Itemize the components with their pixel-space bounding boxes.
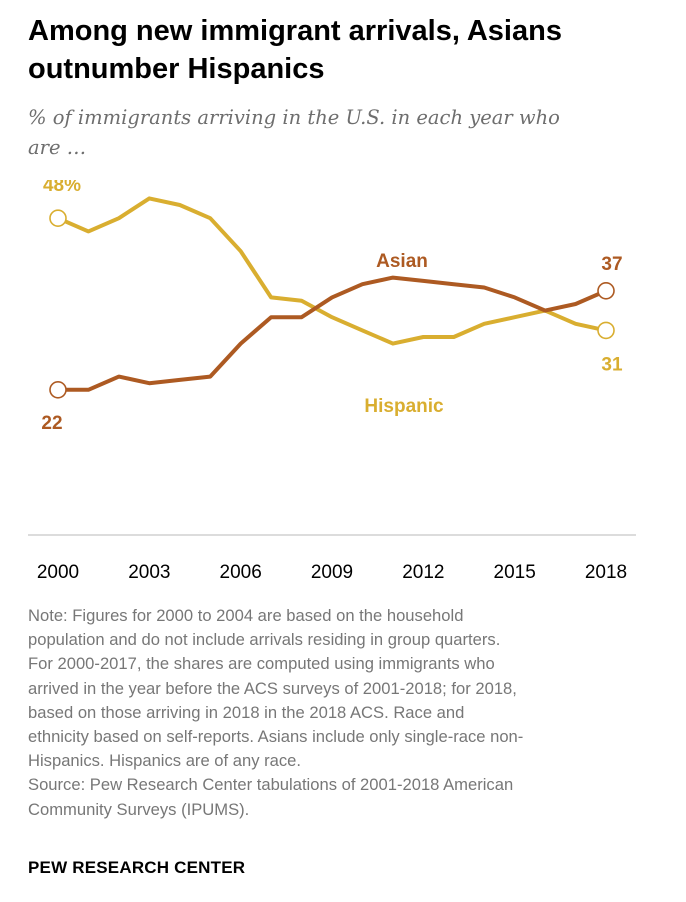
- data-label-asian-end: 37: [601, 254, 622, 275]
- start-marker-hispanic: [49, 209, 67, 228]
- x-tick-label-2006: 2006: [220, 562, 262, 583]
- end-marker-hispanic: [597, 321, 615, 340]
- x-tick-label-2000: 2000: [37, 562, 79, 583]
- brand-logo-text: PEW RESEARCH CENTER: [28, 858, 246, 877]
- end-marker-asian: [597, 282, 615, 300]
- x-tick-label-2018: 2018: [585, 562, 627, 583]
- series-label-hispanic: Hispanic: [364, 396, 444, 417]
- data-label-hispanic-end: 31: [601, 354, 623, 375]
- source-line: Source: Pew Research Center tabulations …: [28, 775, 514, 795]
- x-tick-label-2003: 2003: [128, 562, 170, 583]
- note-line: population and do not include arrivals r…: [28, 630, 501, 650]
- x-tick-label-2009: 2009: [311, 562, 353, 583]
- note-line: based on those arriving in 2018 in the 2…: [28, 702, 465, 722]
- note-line: ethnicity based on self-reports. Asians …: [28, 727, 524, 747]
- x-tick-label-2015: 2015: [494, 562, 536, 583]
- series-label-asian: Asian: [376, 251, 428, 272]
- data-label-asian-start: 22: [41, 413, 62, 434]
- note-line: arrived in the year before the ACS surve…: [28, 678, 517, 698]
- data-label-hispanic-start: 48%: [43, 180, 81, 196]
- start-marker-asian: [49, 381, 67, 399]
- chart-subtitle: % of immigrants arriving in the U.S. in …: [28, 106, 560, 159]
- note-line: Hispanics. Hispanics are of any race.: [28, 751, 301, 771]
- chart-note: Note: Figures for 2000 to 2004 are based…: [28, 604, 668, 822]
- source-line: Community Surveys (IPUMS).: [28, 799, 250, 819]
- x-tick-label-2012: 2012: [402, 562, 444, 583]
- series-line-hispanic: [56, 196, 608, 346]
- note-line: For 2000-2017, the shares are computed u…: [28, 654, 495, 674]
- note-line: Note: Figures for 2000 to 2004 are based…: [28, 606, 464, 625]
- line-chart: 2000 2003 2006 2009 2012 2015 2018 48% 31 22 37 Asi…: [28, 180, 636, 583]
- series-line-asian: [56, 275, 608, 392]
- chart-title: Among new immigrant arrivals, Asians out…: [28, 15, 562, 85]
